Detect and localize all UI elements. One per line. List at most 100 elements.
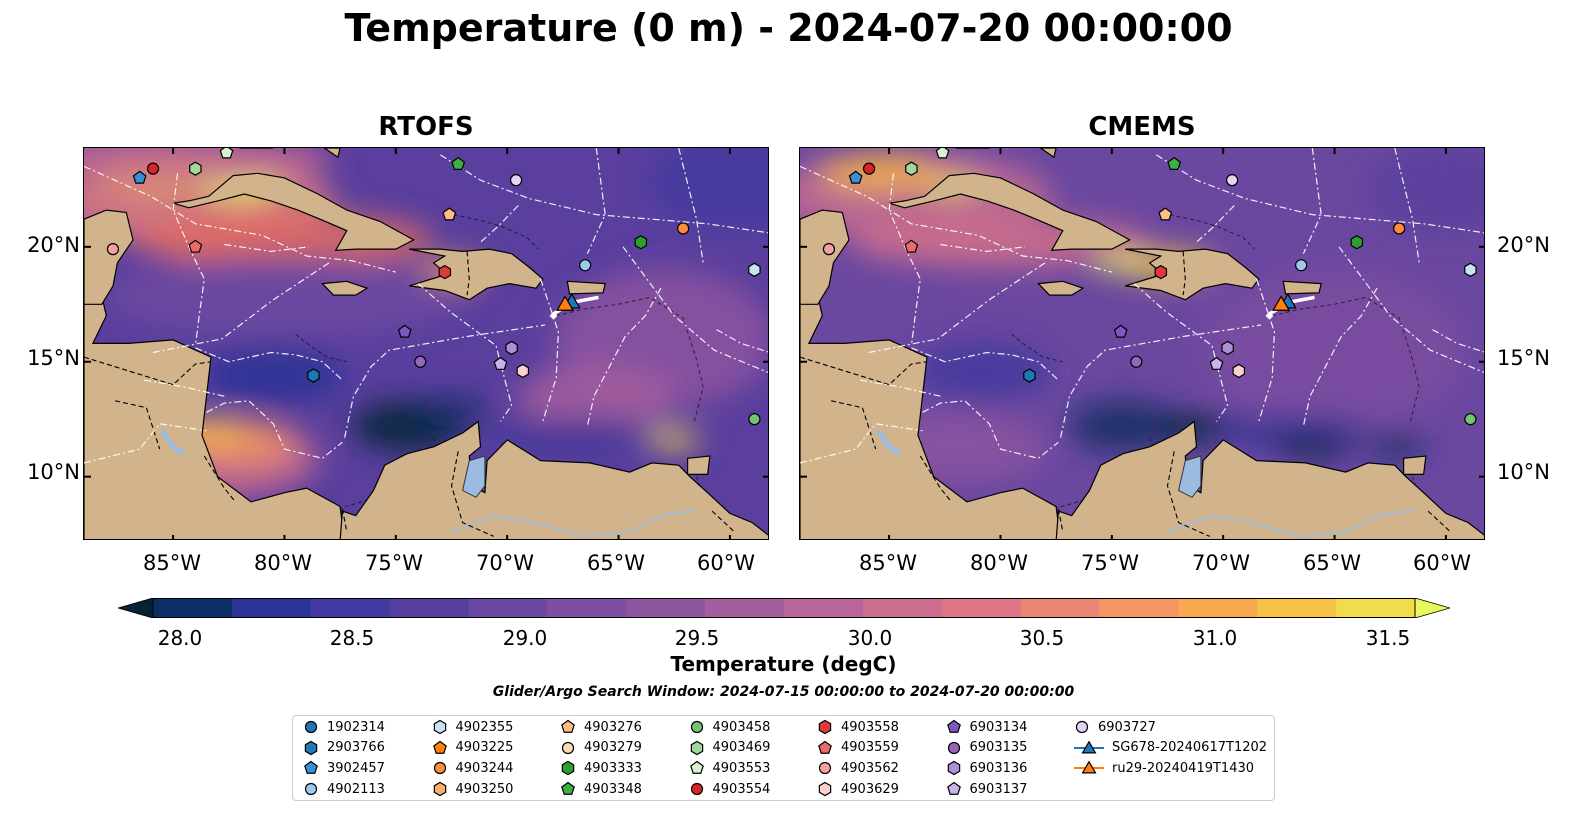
land-jamaica — [1036, 280, 1085, 296]
land-southAmerica — [1055, 420, 1484, 539]
lon-tick-label: 60°W — [1413, 551, 1471, 575]
colorbar-tick: 29.0 — [502, 626, 548, 650]
eez-boundary — [540, 278, 560, 422]
station-marker — [146, 162, 160, 175]
eez-boundary — [1133, 283, 1229, 422]
legend-marker-shape — [433, 762, 446, 775]
legend-item: 4903244 — [432, 758, 513, 778]
legend-item: 1902314 — [303, 717, 385, 737]
legend-label: 6903135 — [969, 740, 1028, 756]
legend-marker-shape — [818, 762, 832, 775]
legend-marker-shape — [304, 761, 318, 775]
lat-tick-label: 10°N — [1497, 460, 1550, 484]
legend-marker-shape — [1075, 720, 1089, 734]
legend-marker — [433, 781, 446, 797]
station-marker — [1154, 264, 1168, 280]
lon-tick-label: 75°W — [1081, 551, 1139, 575]
land-jamaica — [320, 280, 369, 296]
eez-boundary — [868, 262, 1046, 354]
station-marker — [1209, 356, 1224, 370]
legend-item: 2903766 — [303, 738, 385, 758]
glider-track-end — [549, 311, 558, 320]
eez-boundary — [440, 154, 768, 234]
legend-marker — [689, 761, 704, 775]
border — [1427, 510, 1451, 533]
legend-item: 4903558 — [817, 717, 899, 737]
border — [341, 508, 348, 532]
station-marker — [505, 340, 518, 356]
colorbar-label: Temperature (degC) — [670, 652, 897, 676]
legend-marker-shape — [818, 781, 832, 797]
legend-marker — [818, 762, 832, 775]
land-yucatan — [800, 209, 850, 305]
legend-item: 4903458 — [689, 717, 771, 737]
eez-boundary — [716, 329, 768, 353]
land-trinidad — [1402, 455, 1427, 475]
legend-marker-shape — [1081, 760, 1097, 774]
eez-boundary — [224, 243, 310, 253]
legend-label: 4903458 — [712, 719, 771, 735]
land-bahamas — [323, 148, 341, 159]
legend-marker-shape — [433, 719, 446, 735]
station-marker — [1023, 368, 1036, 383]
colorbar-segment — [1178, 598, 1258, 618]
colorbar-segment — [310, 598, 391, 618]
lon-tick-label: 70°W — [476, 551, 534, 575]
bathymetry-contour — [1169, 214, 1255, 250]
colorbar-segment — [705, 598, 785, 618]
legend-label: 4903276 — [584, 719, 642, 735]
station-marker — [748, 413, 761, 426]
station-marker — [1167, 156, 1182, 170]
bathymetry-contour — [295, 333, 347, 363]
colorbar-segment — [389, 598, 470, 618]
border — [466, 251, 470, 296]
legend-label: 3902457 — [327, 760, 385, 776]
station-marker — [935, 148, 950, 159]
lake-nicaragua — [875, 429, 902, 456]
station-marker — [397, 324, 412, 338]
legend-item: 4903279 — [560, 738, 642, 758]
eez-boundary — [206, 400, 343, 459]
station-marker — [516, 363, 530, 379]
eez-boundary — [800, 165, 1112, 273]
legend-marker-shape — [689, 761, 704, 775]
legend-marker — [304, 782, 318, 796]
legend-marker — [433, 719, 446, 735]
colorbar-tick: 30.0 — [847, 626, 893, 650]
legend-marker — [1074, 760, 1104, 774]
eez-boundary — [152, 262, 330, 354]
lon-tick-label: 70°W — [1192, 551, 1250, 575]
legend-marker-shape — [818, 740, 832, 754]
station-marker — [188, 239, 203, 253]
rtofs-map — [83, 147, 769, 540]
legend-marker — [561, 781, 575, 795]
legend: 1902314 2903766 3902457 4902113 4902355 49032… — [292, 715, 1275, 801]
lat-tick-label: 20°N — [27, 233, 80, 257]
eez-boundary — [922, 400, 1059, 459]
colorbar-segment — [468, 598, 548, 618]
legend-marker — [818, 740, 832, 754]
legend-label: 4903250 — [455, 781, 514, 797]
eez-boundary — [586, 148, 606, 254]
border — [115, 400, 161, 450]
eez-boundary — [859, 379, 941, 397]
legend-label: 4903553 — [712, 760, 771, 776]
legend-item: 4903333 — [560, 758, 642, 778]
colorbar — [118, 598, 1450, 618]
station-marker — [1393, 222, 1406, 235]
legend-item: 4903562 — [817, 758, 899, 778]
legend-marker-shape — [561, 781, 575, 795]
legend-marker — [304, 740, 318, 755]
legend-marker-shape — [690, 720, 703, 734]
border — [1057, 508, 1064, 532]
lon-tick-label: 85°W — [143, 551, 201, 575]
eez-boundary — [1156, 154, 1484, 234]
land-yucatan — [84, 209, 134, 305]
legend-item: 3902457 — [303, 758, 385, 778]
cmems-map — [799, 147, 1485, 540]
colorbar-segment — [231, 598, 312, 618]
legend-marker-shape — [690, 740, 703, 755]
legend-label: 4903469 — [712, 740, 771, 756]
station-marker — [579, 259, 592, 272]
colorbar-extend-high — [1414, 598, 1450, 618]
